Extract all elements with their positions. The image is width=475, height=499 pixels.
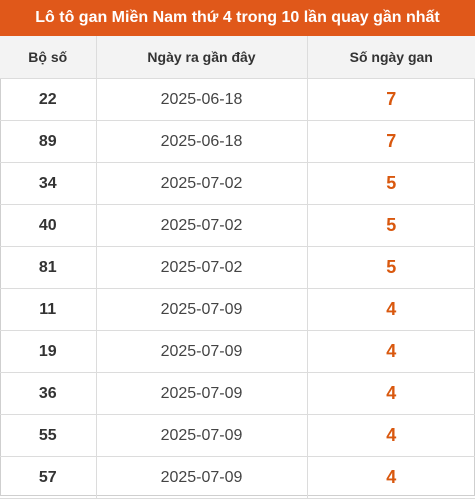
cell-date: 2025-07-09 — [95, 414, 307, 457]
cell-number: 40 — [0, 204, 96, 247]
cell-days: 5 — [306, 204, 475, 247]
cell-date: 2025-07-02 — [95, 246, 307, 289]
table-row: 55 2025-07-09 4 — [0, 414, 475, 457]
cell-days: 4 — [306, 372, 475, 415]
column-header-days: Số ngày gan — [306, 36, 475, 79]
cell-days: 4 — [306, 414, 475, 457]
cell-number: 34 — [0, 162, 96, 205]
table-row: 11 2025-07-09 4 — [0, 288, 475, 331]
cell-days: 7 — [306, 78, 475, 121]
cell-date: 2025-07-09 — [95, 288, 307, 331]
cell-date: 2025-07-09 — [95, 330, 307, 373]
cell-date: 2025-07-02 — [95, 204, 307, 247]
cell-date: 2025-06-18 — [95, 120, 307, 163]
cell-date: 2025-07-09 — [95, 456, 307, 499]
cell-number: 22 — [0, 78, 96, 121]
table-row: 22 2025-06-18 7 — [0, 78, 475, 121]
cell-number: 11 — [0, 288, 96, 331]
cell-days: 4 — [306, 288, 475, 331]
cell-days: 7 — [306, 120, 475, 163]
table-row: 19 2025-07-09 4 — [0, 330, 475, 373]
cell-date: 2025-07-09 — [95, 372, 307, 415]
cell-number: 89 — [0, 120, 96, 163]
table-row: 34 2025-07-02 5 — [0, 162, 475, 205]
table-row: 57 2025-07-09 4 — [0, 456, 475, 499]
cell-date: 2025-07-02 — [95, 162, 307, 205]
cell-date: 2025-06-18 — [95, 78, 307, 121]
table-row: 36 2025-07-09 4 — [0, 372, 475, 415]
cell-days: 5 — [306, 162, 475, 205]
cell-days: 4 — [306, 456, 475, 499]
column-header-date: Ngày ra gần đây — [95, 36, 307, 79]
cell-days: 4 — [306, 330, 475, 373]
table-row: 81 2025-07-02 5 — [0, 246, 475, 289]
table-title: Lô tô gan Miền Nam thứ 4 trong 10 lần qu… — [0, 0, 475, 36]
cell-days: 5 — [306, 246, 475, 289]
cell-number: 55 — [0, 414, 96, 457]
cell-number: 19 — [0, 330, 96, 373]
table-row: 89 2025-06-18 7 — [0, 120, 475, 163]
cell-number: 57 — [0, 456, 96, 499]
header-row: Bộ số Ngày ra gần đây Số ngày gan — [0, 36, 475, 79]
cell-number: 36 — [0, 372, 96, 415]
table-row: 40 2025-07-02 5 — [0, 204, 475, 247]
column-header-number: Bộ số — [0, 36, 96, 79]
cell-number: 81 — [0, 246, 96, 289]
lotto-gan-table: Bộ số Ngày ra gần đây Số ngày gan 22 202… — [0, 36, 475, 499]
